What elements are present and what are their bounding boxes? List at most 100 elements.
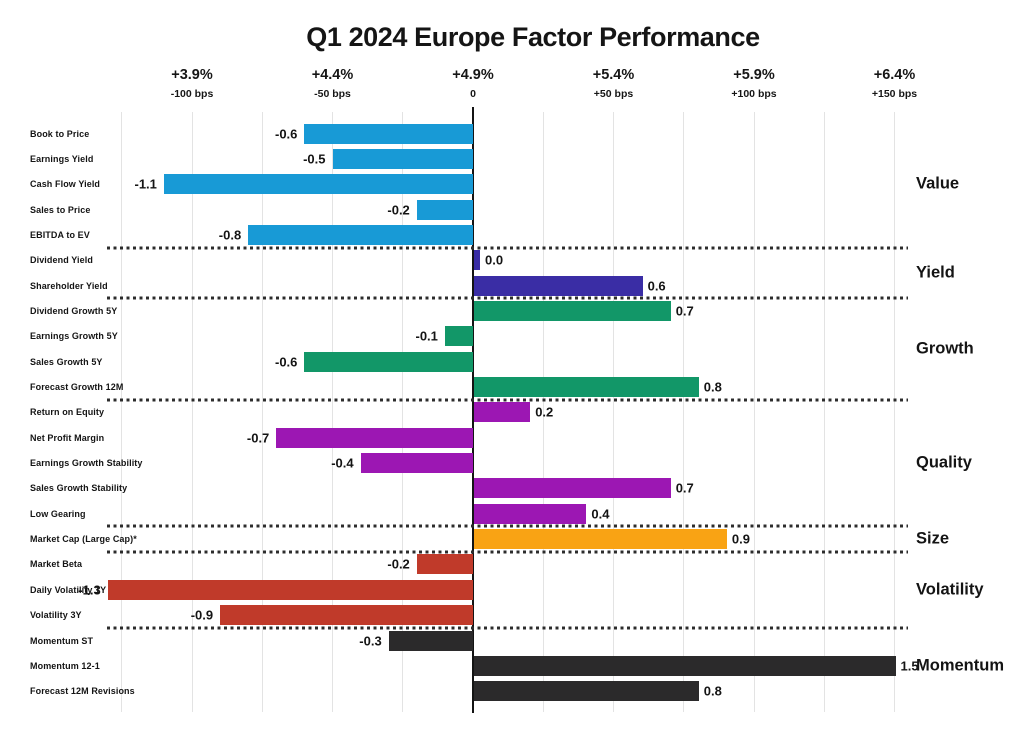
group-separator [107, 398, 908, 402]
group-label: Value [916, 174, 960, 193]
group-label: Yield [916, 263, 955, 282]
bar [304, 351, 473, 372]
gridline [894, 112, 895, 712]
group-label: Momentum [916, 656, 1004, 675]
group-separator [107, 626, 908, 630]
row-label: Sales Growth 5Y [30, 356, 103, 367]
bar [474, 478, 671, 499]
group-label: Volatility [916, 580, 984, 599]
row-label: Low Gearing [30, 508, 86, 519]
row-label: Earnings Growth Stability [30, 458, 143, 469]
bar-value-label: 0.6 [647, 278, 666, 294]
bar [474, 503, 587, 524]
axis-tick-percent-label: +6.4% [873, 67, 916, 83]
bar [474, 300, 671, 321]
zero-axis-line [472, 107, 474, 713]
row-label: EBITDA to EV [30, 229, 90, 240]
gridline [261, 112, 263, 712]
bar [416, 199, 473, 220]
bar-value-label: -0.2 [387, 202, 410, 218]
bar [474, 529, 727, 550]
group-label: Size [916, 529, 950, 548]
chart-title: Q1 2024 Europe Factor Performance [306, 22, 760, 52]
bar-value-label: -0.1 [415, 328, 438, 344]
axis-tick-bps-label: 0 [470, 88, 476, 100]
bar-value-label: 0.0 [485, 252, 504, 268]
row-label: Forecast Growth 12M [30, 382, 124, 392]
group-separator [107, 246, 908, 250]
gridline [332, 112, 333, 712]
bar-value-label: -0.2 [387, 556, 410, 572]
row-label: Cash Flow Yield [30, 179, 101, 190]
bar [388, 630, 473, 651]
gridline [402, 112, 404, 712]
row-label: Book to Price [30, 128, 90, 139]
group-separator [107, 550, 908, 554]
bar [304, 123, 473, 144]
bar [220, 605, 473, 626]
row-label: Volatility 3Y [30, 610, 82, 621]
row-label: Dividend Growth 5Y [30, 305, 118, 316]
bar-value-label: -1.1 [134, 176, 157, 192]
axis-tick-bps-label: -100 bps [170, 88, 214, 100]
group-label: Growth [916, 339, 974, 358]
bar-value-label: 1.5 [900, 658, 919, 674]
bar-value-label: 0.9 [731, 531, 750, 547]
gridline [191, 112, 193, 712]
bar-value-label: 0.2 [535, 404, 554, 420]
bar-value-label: 0.4 [591, 506, 610, 522]
bar [474, 655, 896, 676]
row-label: Momentum ST [30, 635, 94, 646]
gridline [683, 112, 685, 712]
bar [474, 402, 531, 423]
axis-tick-percent-label: +5.4% [592, 67, 635, 83]
bar [474, 250, 480, 271]
row-label: Daily Volatility 1Y [30, 584, 107, 595]
bar-value-label: -0.4 [331, 455, 354, 471]
axis-tick-percent-label: +5.9% [733, 67, 775, 83]
bar-value-label: 0.8 [703, 379, 722, 395]
group-label: Quality [916, 453, 972, 472]
row-label: Sales to Price [30, 204, 91, 215]
bar-value-label: -0.3 [359, 633, 382, 648]
bar-value-label: -0.9 [190, 607, 214, 623]
bar-value-label: -0.7 [246, 430, 270, 446]
gridline [542, 112, 544, 712]
gridline [753, 112, 755, 712]
row-label: Earnings Yield [30, 153, 94, 164]
group-separator [107, 524, 908, 528]
bar [474, 275, 643, 296]
row-label: Return on Equity [30, 407, 105, 418]
row-label: Forecast 12M Revisions [30, 686, 135, 697]
row-label: Momentum 12-1 [30, 660, 100, 671]
axis-tick-percent-label: +4.9% [452, 67, 494, 83]
bar-value-label: -1.3 [78, 582, 101, 598]
bar-value-label: 0.8 [703, 683, 722, 699]
group-separator [107, 296, 908, 300]
row-label: Earnings Growth 5Y [30, 331, 118, 342]
bar [416, 554, 473, 575]
bar [360, 453, 473, 474]
bar [474, 681, 699, 702]
bar-value-label: 0.7 [675, 480, 694, 496]
axis-tick-bps-label: -50 bps [314, 88, 351, 100]
bar [248, 224, 473, 245]
gridline [613, 112, 614, 712]
bar [107, 579, 473, 600]
bar [332, 148, 473, 169]
bar [276, 427, 473, 448]
row-label: Market Cap (Large Cap)* [30, 534, 137, 545]
bar [163, 174, 473, 195]
axis-tick-percent-label: +4.4% [311, 67, 354, 83]
row-label: Market Beta [30, 559, 83, 570]
row-label: Net Profit Margin [30, 432, 105, 443]
axis-tick-bps-label: +150 bps [871, 88, 918, 100]
row-label: Dividend Yield [30, 255, 93, 266]
bar-value-label: -0.6 [274, 126, 298, 141]
axis-tick-bps-label: +50 bps [593, 88, 634, 100]
bar [444, 326, 473, 347]
gridline [823, 112, 825, 712]
axis-tick-percent-label: +3.9% [171, 67, 213, 83]
axis-tick-bps-label: +100 bps [731, 88, 777, 100]
